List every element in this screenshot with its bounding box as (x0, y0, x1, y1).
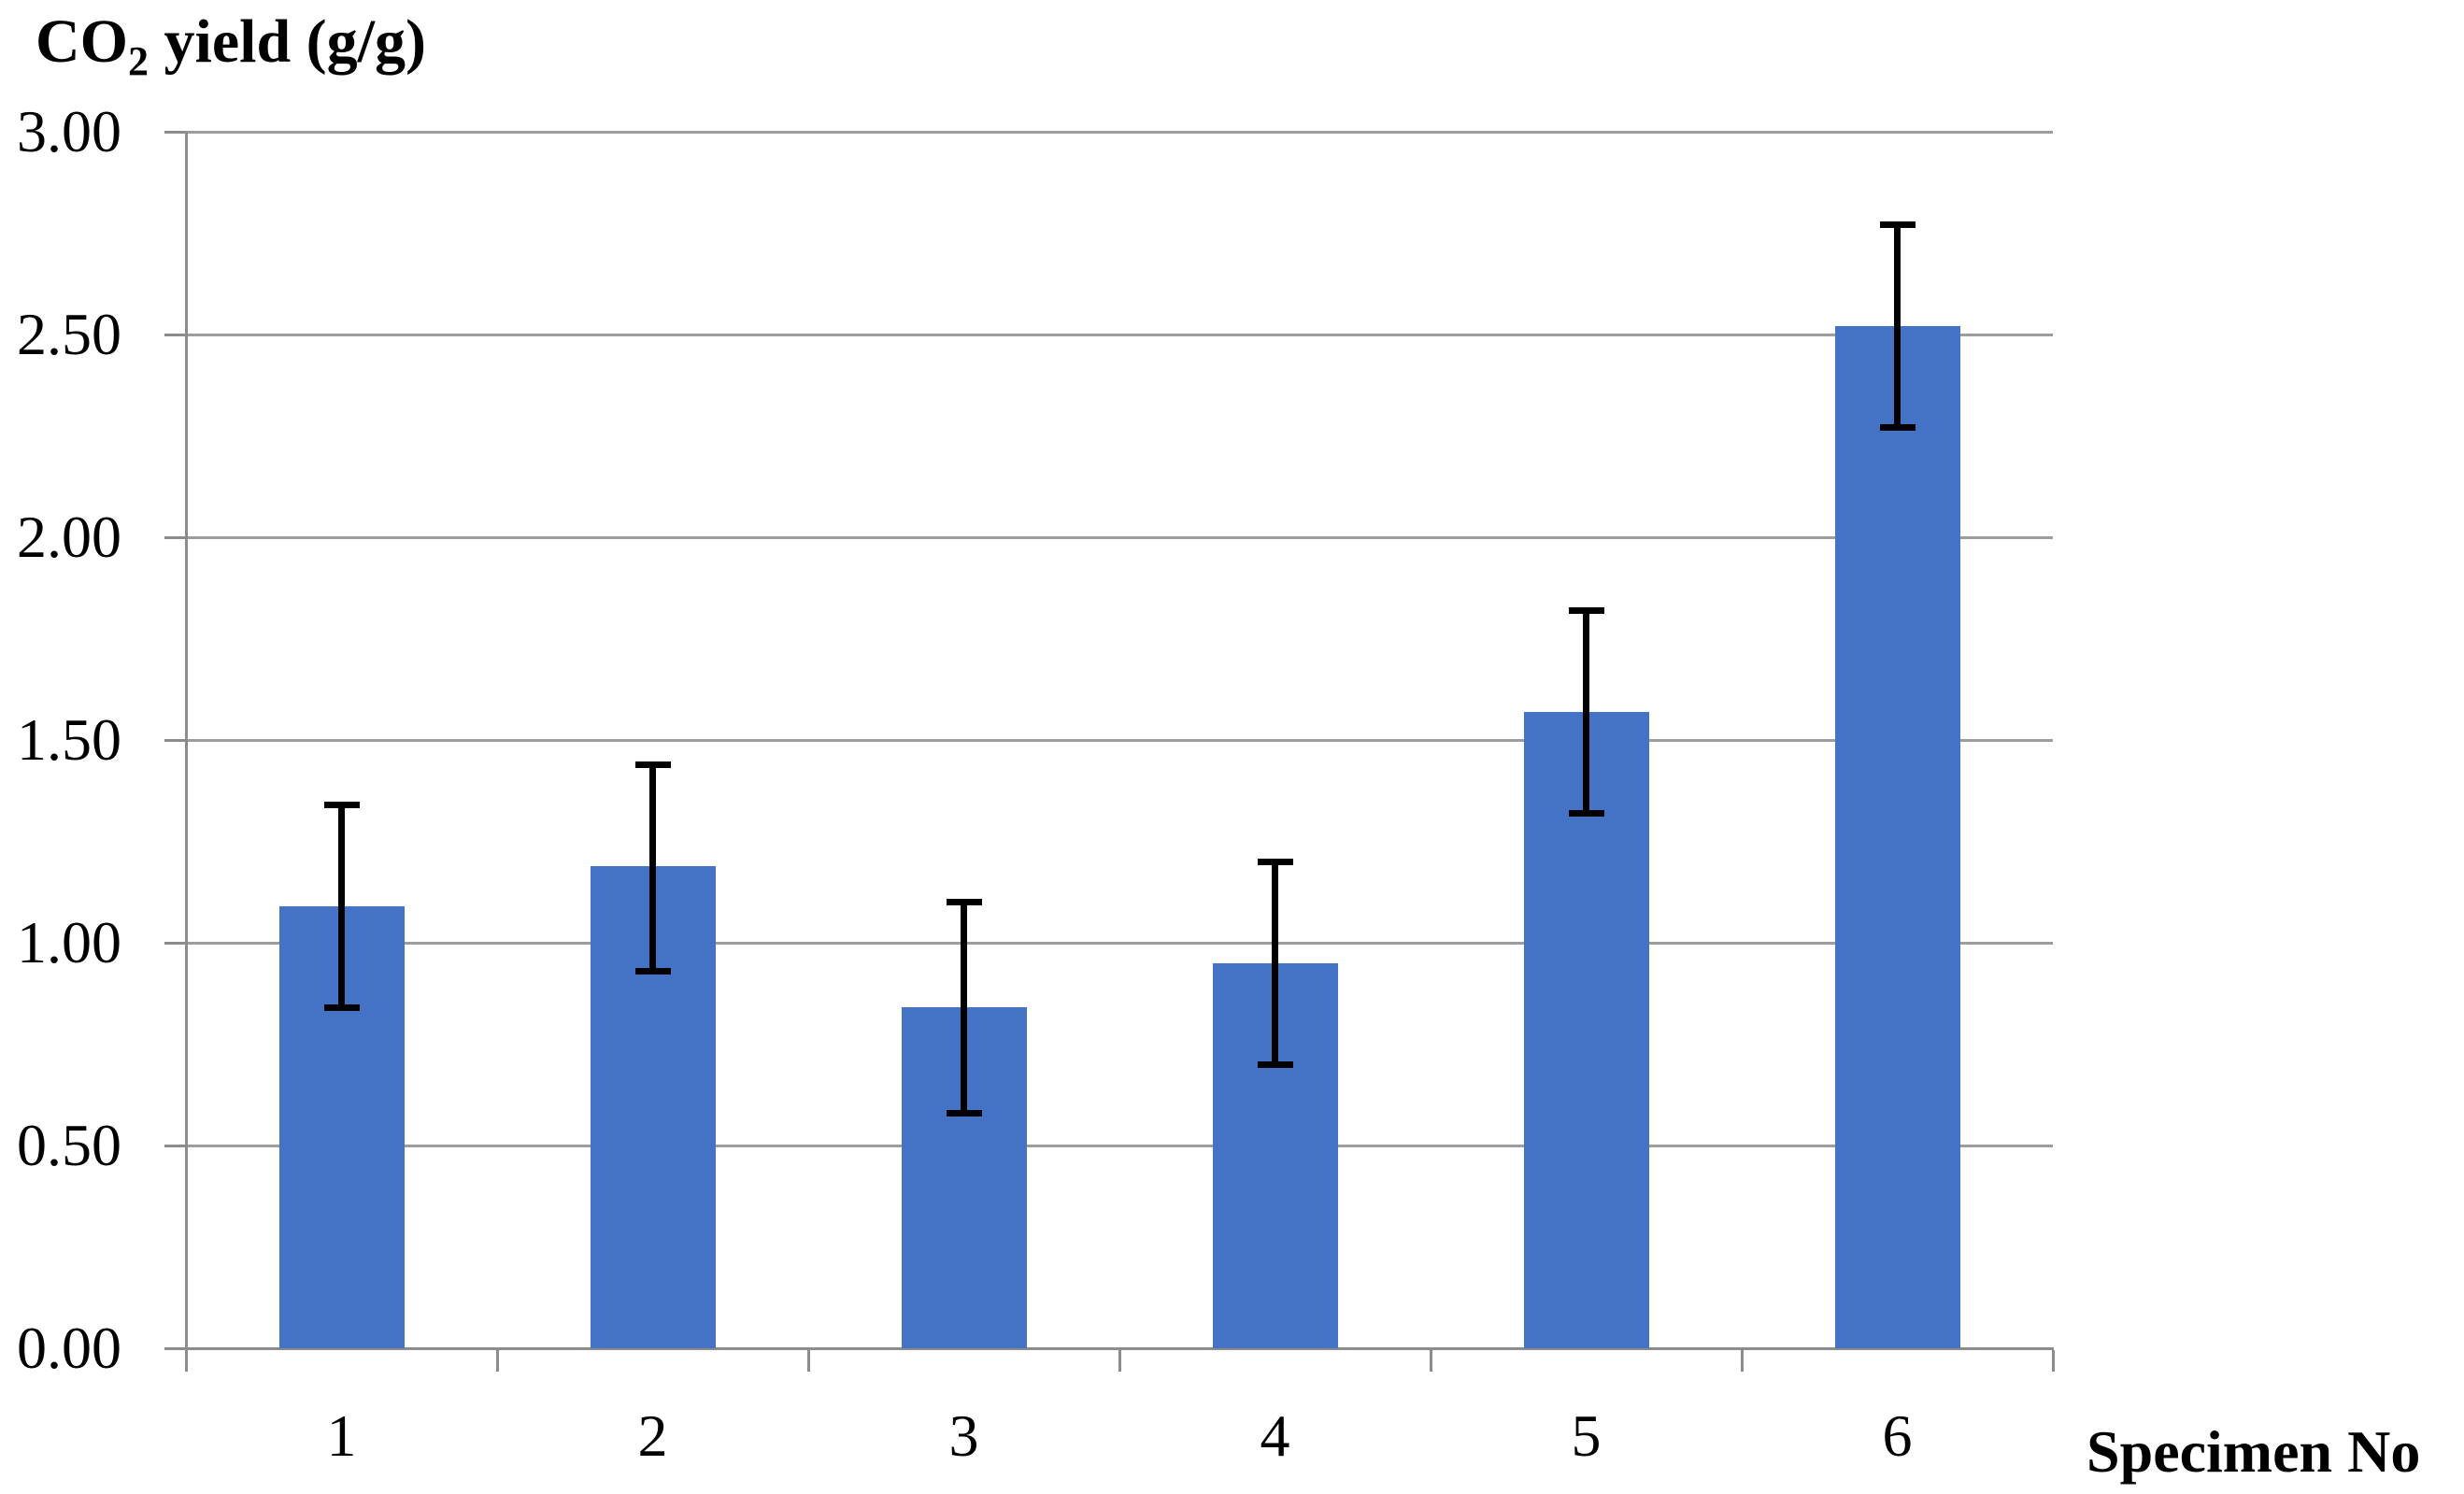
gridline (186, 535, 2053, 539)
y-tick (164, 1346, 186, 1350)
chart-title-prefix: CO (36, 7, 128, 76)
y-axis-line (185, 132, 188, 1351)
bar-specimen-5 (1523, 711, 1649, 1348)
error-bar-line-specimen-6 (1894, 224, 1901, 428)
error-bar-cap-bottom-specimen-6 (1879, 424, 1916, 432)
y-tick-label: 1.50 (17, 706, 121, 773)
x-tick (2051, 1350, 2055, 1372)
gridline (186, 333, 2053, 336)
error-bar-line-specimen-2 (649, 764, 656, 972)
y-tick (164, 333, 186, 336)
chart-title-subscript: 2 (128, 38, 149, 84)
error-bar-cap-top-specimen-5 (1568, 606, 1604, 614)
gridline (186, 941, 2053, 945)
error-bar-cap-top-specimen-4 (1257, 858, 1293, 865)
y-tick-label: 2.00 (17, 504, 121, 570)
error-bar-cap-top-specimen-1 (323, 801, 360, 808)
error-bar-cap-bottom-specimen-2 (634, 967, 671, 975)
error-bar-cap-top-specimen-6 (1879, 221, 1916, 229)
x-tick (184, 1350, 188, 1372)
x-axis-line (185, 1347, 2054, 1350)
gridline (186, 130, 2053, 134)
x-tick-label: 5 (1571, 1402, 1602, 1469)
chart-title-suffix: yield (g/g) (149, 7, 426, 76)
chart-title: CO2 yield (g/g) (36, 0, 426, 104)
error-bar-cap-bottom-specimen-5 (1568, 809, 1604, 817)
x-tick (1118, 1350, 1121, 1372)
x-tick-label: 6 (1882, 1402, 1913, 1469)
y-tick-label: 3.00 (17, 98, 121, 164)
y-tick (164, 535, 186, 539)
x-tick (806, 1350, 810, 1372)
x-axis-title: Specimen No (2087, 1418, 2421, 1485)
error-bar-line-specimen-1 (338, 804, 345, 1008)
y-tick (164, 1144, 186, 1147)
error-bar-cap-bottom-specimen-3 (946, 1109, 982, 1117)
error-bar-line-specimen-5 (1583, 610, 1589, 814)
y-tick-label: 0.00 (17, 1315, 121, 1381)
y-tick-label: 2.50 (17, 301, 121, 367)
gridline (186, 1144, 2053, 1147)
y-tick (164, 130, 186, 134)
error-bar-line-specimen-4 (1272, 861, 1278, 1065)
x-tick (1429, 1350, 1432, 1372)
error-bar-cap-top-specimen-2 (634, 761, 671, 768)
y-tick-label: 0.50 (17, 1112, 121, 1178)
x-tick-label: 3 (948, 1402, 979, 1469)
error-bar-cap-bottom-specimen-4 (1257, 1060, 1293, 1068)
x-tick-label: 1 (326, 1402, 357, 1469)
error-bar-cap-bottom-specimen-1 (323, 1003, 360, 1011)
y-tick-label: 1.00 (17, 909, 121, 975)
x-tick (495, 1350, 499, 1372)
x-tick (1740, 1350, 1744, 1372)
x-tick-label: 4 (1260, 1402, 1290, 1469)
y-tick (164, 941, 186, 945)
bar-specimen-6 (1834, 326, 1960, 1348)
x-tick-label: 2 (637, 1402, 668, 1469)
y-tick (164, 738, 186, 742)
error-bar-line-specimen-3 (961, 902, 967, 1114)
gridline (186, 738, 2053, 742)
error-bar-cap-top-specimen-3 (946, 899, 982, 906)
